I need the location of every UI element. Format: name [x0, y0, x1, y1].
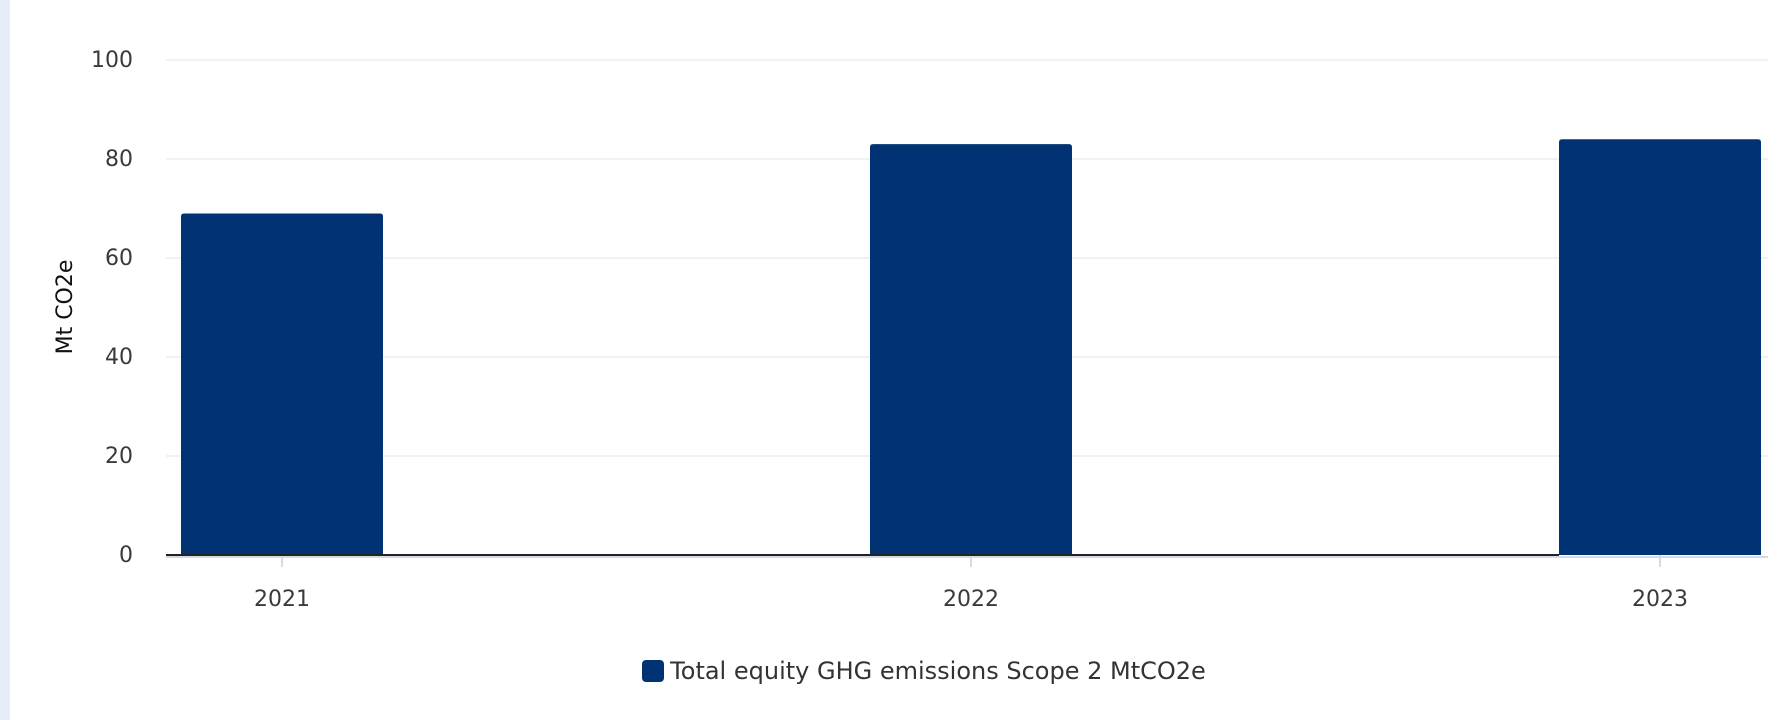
y-tick-label: 60 [105, 246, 133, 271]
y-tick-label: 20 [105, 444, 133, 469]
y-tick-label: 40 [105, 345, 133, 370]
bar-2022 [870, 144, 1072, 555]
legend[interactable]: Total equity GHG emissions Scope 2 MtCO2… [0, 657, 1778, 685]
y-tick-label: 0 [119, 543, 133, 568]
legend-label: Total equity GHG emissions Scope 2 MtCO2… [670, 657, 1206, 685]
x-tick-label: 2022 [943, 587, 999, 612]
x-tick-label: 2021 [254, 587, 310, 612]
y-tick-label: 80 [105, 147, 133, 172]
bar-2021 [181, 213, 383, 555]
x-tick-label: 2023 [1632, 587, 1688, 612]
left-border-strip [0, 0, 10, 720]
y-tick-label: 100 [91, 48, 133, 73]
legend-swatch [642, 660, 665, 682]
y-axis-label: Mt CO2e [53, 260, 78, 355]
bar-2023 [1559, 139, 1761, 555]
